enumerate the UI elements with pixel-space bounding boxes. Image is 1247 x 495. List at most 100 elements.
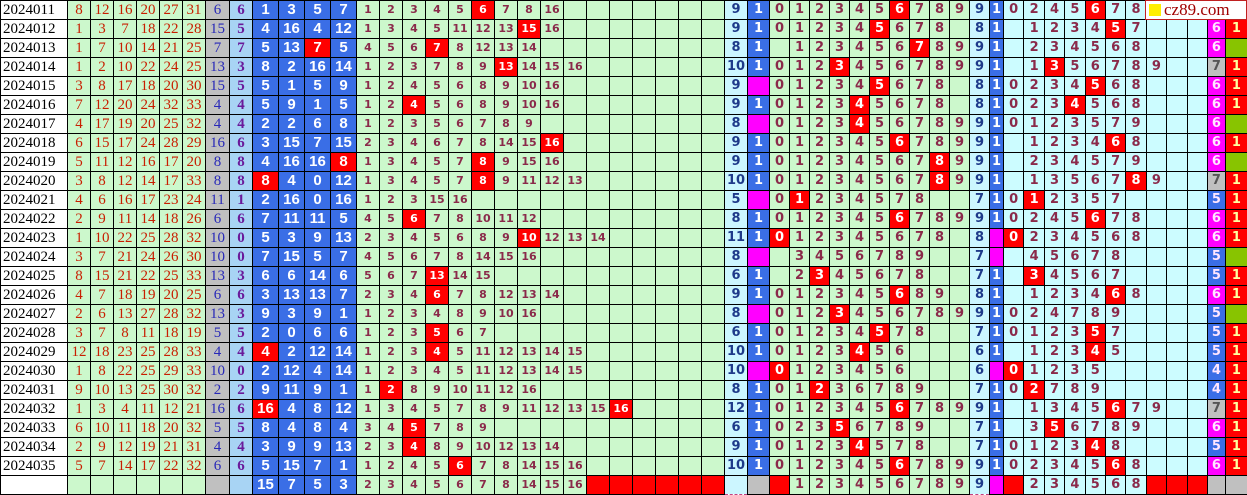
digit-cell: 2 — [809, 38, 830, 58]
last-flag: 1 — [1224, 76, 1247, 96]
quad-number: 16 — [278, 19, 305, 39]
last-flag: 1 — [1224, 171, 1247, 191]
digit-cell-right — [1166, 38, 1188, 58]
digit-cell: 7 — [909, 133, 930, 153]
digit-cell-right: 2 — [1023, 228, 1045, 248]
digit-cell-right: 1 — [1023, 171, 1045, 191]
marker-cell: 1 — [747, 380, 770, 400]
group-cell: 12 — [494, 285, 518, 305]
group-count: 12 — [724, 399, 748, 419]
digit-cell-right — [1186, 209, 1208, 229]
last-flag: 1 — [1224, 323, 1247, 343]
digit-cell: 0 — [769, 0, 790, 20]
group-cell — [632, 228, 656, 248]
group-cell: 3 — [402, 114, 426, 134]
digit-cell-right: 0 — [1002, 228, 1025, 248]
digit-cell: 7 — [909, 304, 930, 324]
quad-number: 7 — [304, 456, 331, 476]
digit-cell-right — [1166, 304, 1188, 324]
digit-cell: 3 — [829, 437, 850, 457]
group-cell: 15 — [517, 152, 541, 172]
table-row: 2024022 2 9 11 14 18 26 6 6 7 11 11 5 4 5 6 7 8 10 11 12 8 1 0 1… — [0, 209, 1247, 229]
digit-cell: 6 — [849, 247, 870, 267]
group-cell: 13 — [563, 228, 587, 248]
group-cell: 9 — [494, 171, 518, 191]
digit-cell: 7 — [889, 266, 910, 286]
digit-cell-right: 7 — [1084, 418, 1106, 438]
red-ball-number: 7 — [67, 95, 91, 115]
digit-count: 9 — [969, 133, 990, 153]
digit-cell-right: 3 — [1043, 475, 1066, 495]
digit-cell: 8 — [929, 152, 950, 172]
marker-cell: 1 — [989, 304, 1004, 324]
summary-value: 6 — [1206, 209, 1226, 229]
digit-cell: 7 — [909, 456, 930, 476]
table-row: 2024012 1 3 7 18 22 28 15 5 4 16 4 12 1 3 4 5 11 12 13 15 16 9… — [0, 19, 1247, 39]
digit-cell-right — [1145, 209, 1168, 229]
group-cell — [609, 418, 633, 438]
red-ball-number: 11 — [90, 152, 114, 172]
group-cell: 7 — [425, 247, 449, 267]
digit-cell-right: 6 — [1064, 418, 1086, 438]
digit-cell: 3 — [829, 361, 850, 381]
group-cell: 3 — [402, 361, 426, 381]
red-ball-number: 4 — [67, 190, 91, 210]
red-ball-number: 11 — [136, 399, 160, 419]
digit-cell: 5 — [869, 437, 890, 457]
red-ball-number: 22 — [136, 266, 160, 286]
last-flag: 1 — [1224, 209, 1247, 229]
blue-ball-value: 4 — [229, 114, 253, 134]
red-ball-number: 24 — [159, 57, 183, 77]
group-cell: 7 — [425, 418, 449, 438]
group-count: 8 — [724, 247, 748, 267]
group-cell — [678, 247, 702, 267]
group-cell: 8 — [517, 0, 541, 20]
digit-cell-right — [1186, 57, 1208, 77]
digit-count: 7 — [969, 266, 990, 286]
digit-cell-right: 9 — [1104, 304, 1127, 324]
red-ball-number: 16 — [113, 0, 137, 20]
group-cell — [678, 418, 702, 438]
digit-cell: 2 — [789, 266, 810, 286]
group-cell: 7 — [494, 0, 518, 20]
digit-cell-right — [1186, 152, 1208, 172]
group-count: 9 — [724, 95, 748, 115]
digit-cell-right — [1104, 361, 1127, 381]
digit-cell: 7 — [909, 475, 930, 495]
digit-cell-right — [1145, 437, 1168, 457]
table-row: 2024024 3 7 21 24 26 30 10 0 7 15 5 7 4 5 6 7 8 14 15 16 8 3 4 5… — [0, 247, 1247, 267]
digit-cell-right: 7 — [1104, 190, 1127, 210]
summary-value: 6 — [1206, 95, 1226, 115]
group-cell: 12 — [494, 342, 518, 362]
quad-number: 2 — [278, 114, 305, 134]
quad-number: 4 — [304, 19, 331, 39]
group-cell: 5 — [379, 209, 403, 229]
group-cell: 8 — [471, 171, 495, 191]
digit-cell-right: 4 — [1084, 437, 1106, 457]
digit-cell: 0 — [769, 57, 790, 77]
digit-cell-right — [1145, 456, 1168, 476]
marker-cell: 1 — [747, 209, 770, 229]
digit-cell: 4 — [849, 133, 870, 153]
red-ball-number: 1 — [67, 399, 91, 419]
group-cell: 12 — [517, 209, 541, 229]
digit-cell: 6 — [889, 95, 910, 115]
digit-cell: 0 — [769, 323, 790, 343]
digit-cell: 6 — [849, 380, 870, 400]
summary-value: 5 — [1206, 304, 1226, 324]
group-cell: 16 — [517, 380, 541, 400]
red-ball-number: 32 — [182, 418, 206, 438]
digit-cell-right — [1186, 266, 1208, 286]
quad-number: 4 — [278, 418, 305, 438]
red-ball-number: 23 — [159, 190, 183, 210]
digit-cell: 5 — [869, 285, 890, 305]
red-ball-number: 7 — [90, 247, 114, 267]
group-cell — [655, 304, 679, 324]
group-cell: 10 — [471, 209, 495, 229]
group-count: 8 — [724, 114, 748, 134]
digit-cell-right — [1186, 399, 1208, 419]
quad-number: 5 — [252, 38, 279, 58]
marker-cell: 1 — [989, 418, 1004, 438]
quad-number: 8 — [252, 418, 279, 438]
digit-cell: 5 — [869, 323, 890, 343]
